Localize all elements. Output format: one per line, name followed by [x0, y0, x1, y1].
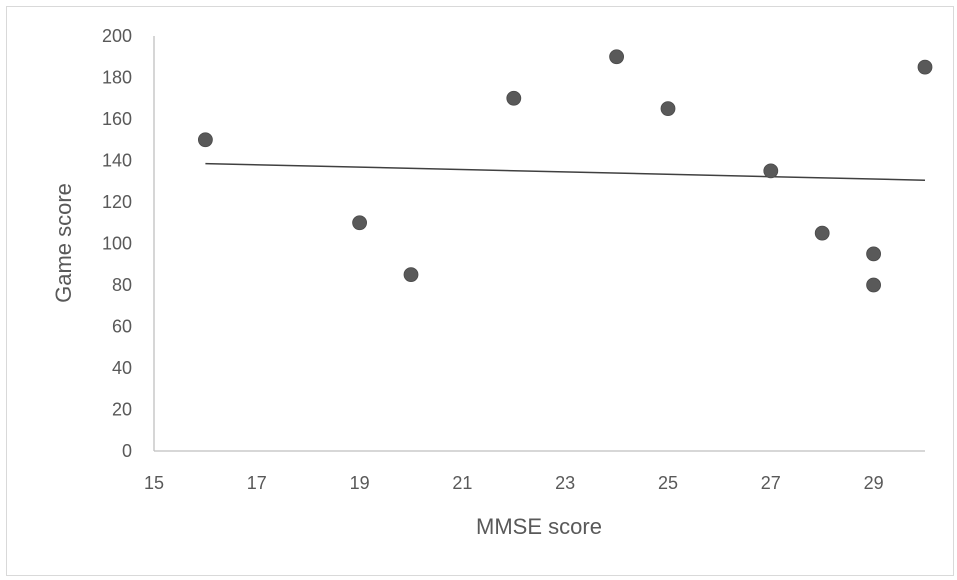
y-axis: 0 20 40 60 80 100 120 140 160 180 200: [102, 26, 155, 461]
y-tick-label: 100: [102, 234, 132, 254]
x-tick-label: 15: [144, 473, 164, 493]
x-tick-label: 23: [555, 473, 575, 493]
y-tick-label: 140: [102, 151, 132, 171]
data-point: [763, 163, 779, 179]
trendline-group: [205, 162, 926, 181]
chart-frame: [6, 6, 954, 576]
data-point: [814, 225, 830, 241]
data-points: [197, 49, 933, 293]
data-point: [866, 246, 881, 262]
data-point: [403, 267, 419, 283]
y-tick-label: 200: [102, 26, 132, 46]
trendline: [205, 162, 926, 181]
data-point: [506, 90, 522, 106]
y-tick-label: 20: [112, 400, 132, 420]
x-axis: 15 17 19 21 23 25 27 29: [144, 450, 925, 493]
y-tick-label: 80: [112, 275, 132, 295]
data-point: [917, 59, 933, 75]
y-axis-title: Game score: [51, 183, 76, 303]
data-point: [197, 132, 213, 148]
y-tick-label: 180: [102, 68, 132, 88]
y-tick-label: 0: [122, 441, 132, 461]
x-tick-label: 25: [658, 473, 678, 493]
x-tick-label: 17: [247, 473, 267, 493]
data-point: [866, 277, 881, 293]
y-tick-label: 160: [102, 109, 132, 129]
y-tick-label: 40: [112, 358, 132, 378]
data-point: [609, 49, 624, 65]
y-tick-label: 60: [112, 317, 132, 337]
x-axis-title: MMSE score: [476, 514, 602, 539]
x-tick-label: 19: [350, 473, 370, 493]
x-tick-label: 21: [452, 473, 472, 493]
y-tick-label: 120: [102, 192, 132, 212]
data-point: [352, 215, 368, 231]
x-tick-label: 29: [864, 473, 884, 493]
x-tick-label: 27: [761, 473, 781, 493]
data-point: [660, 101, 676, 117]
